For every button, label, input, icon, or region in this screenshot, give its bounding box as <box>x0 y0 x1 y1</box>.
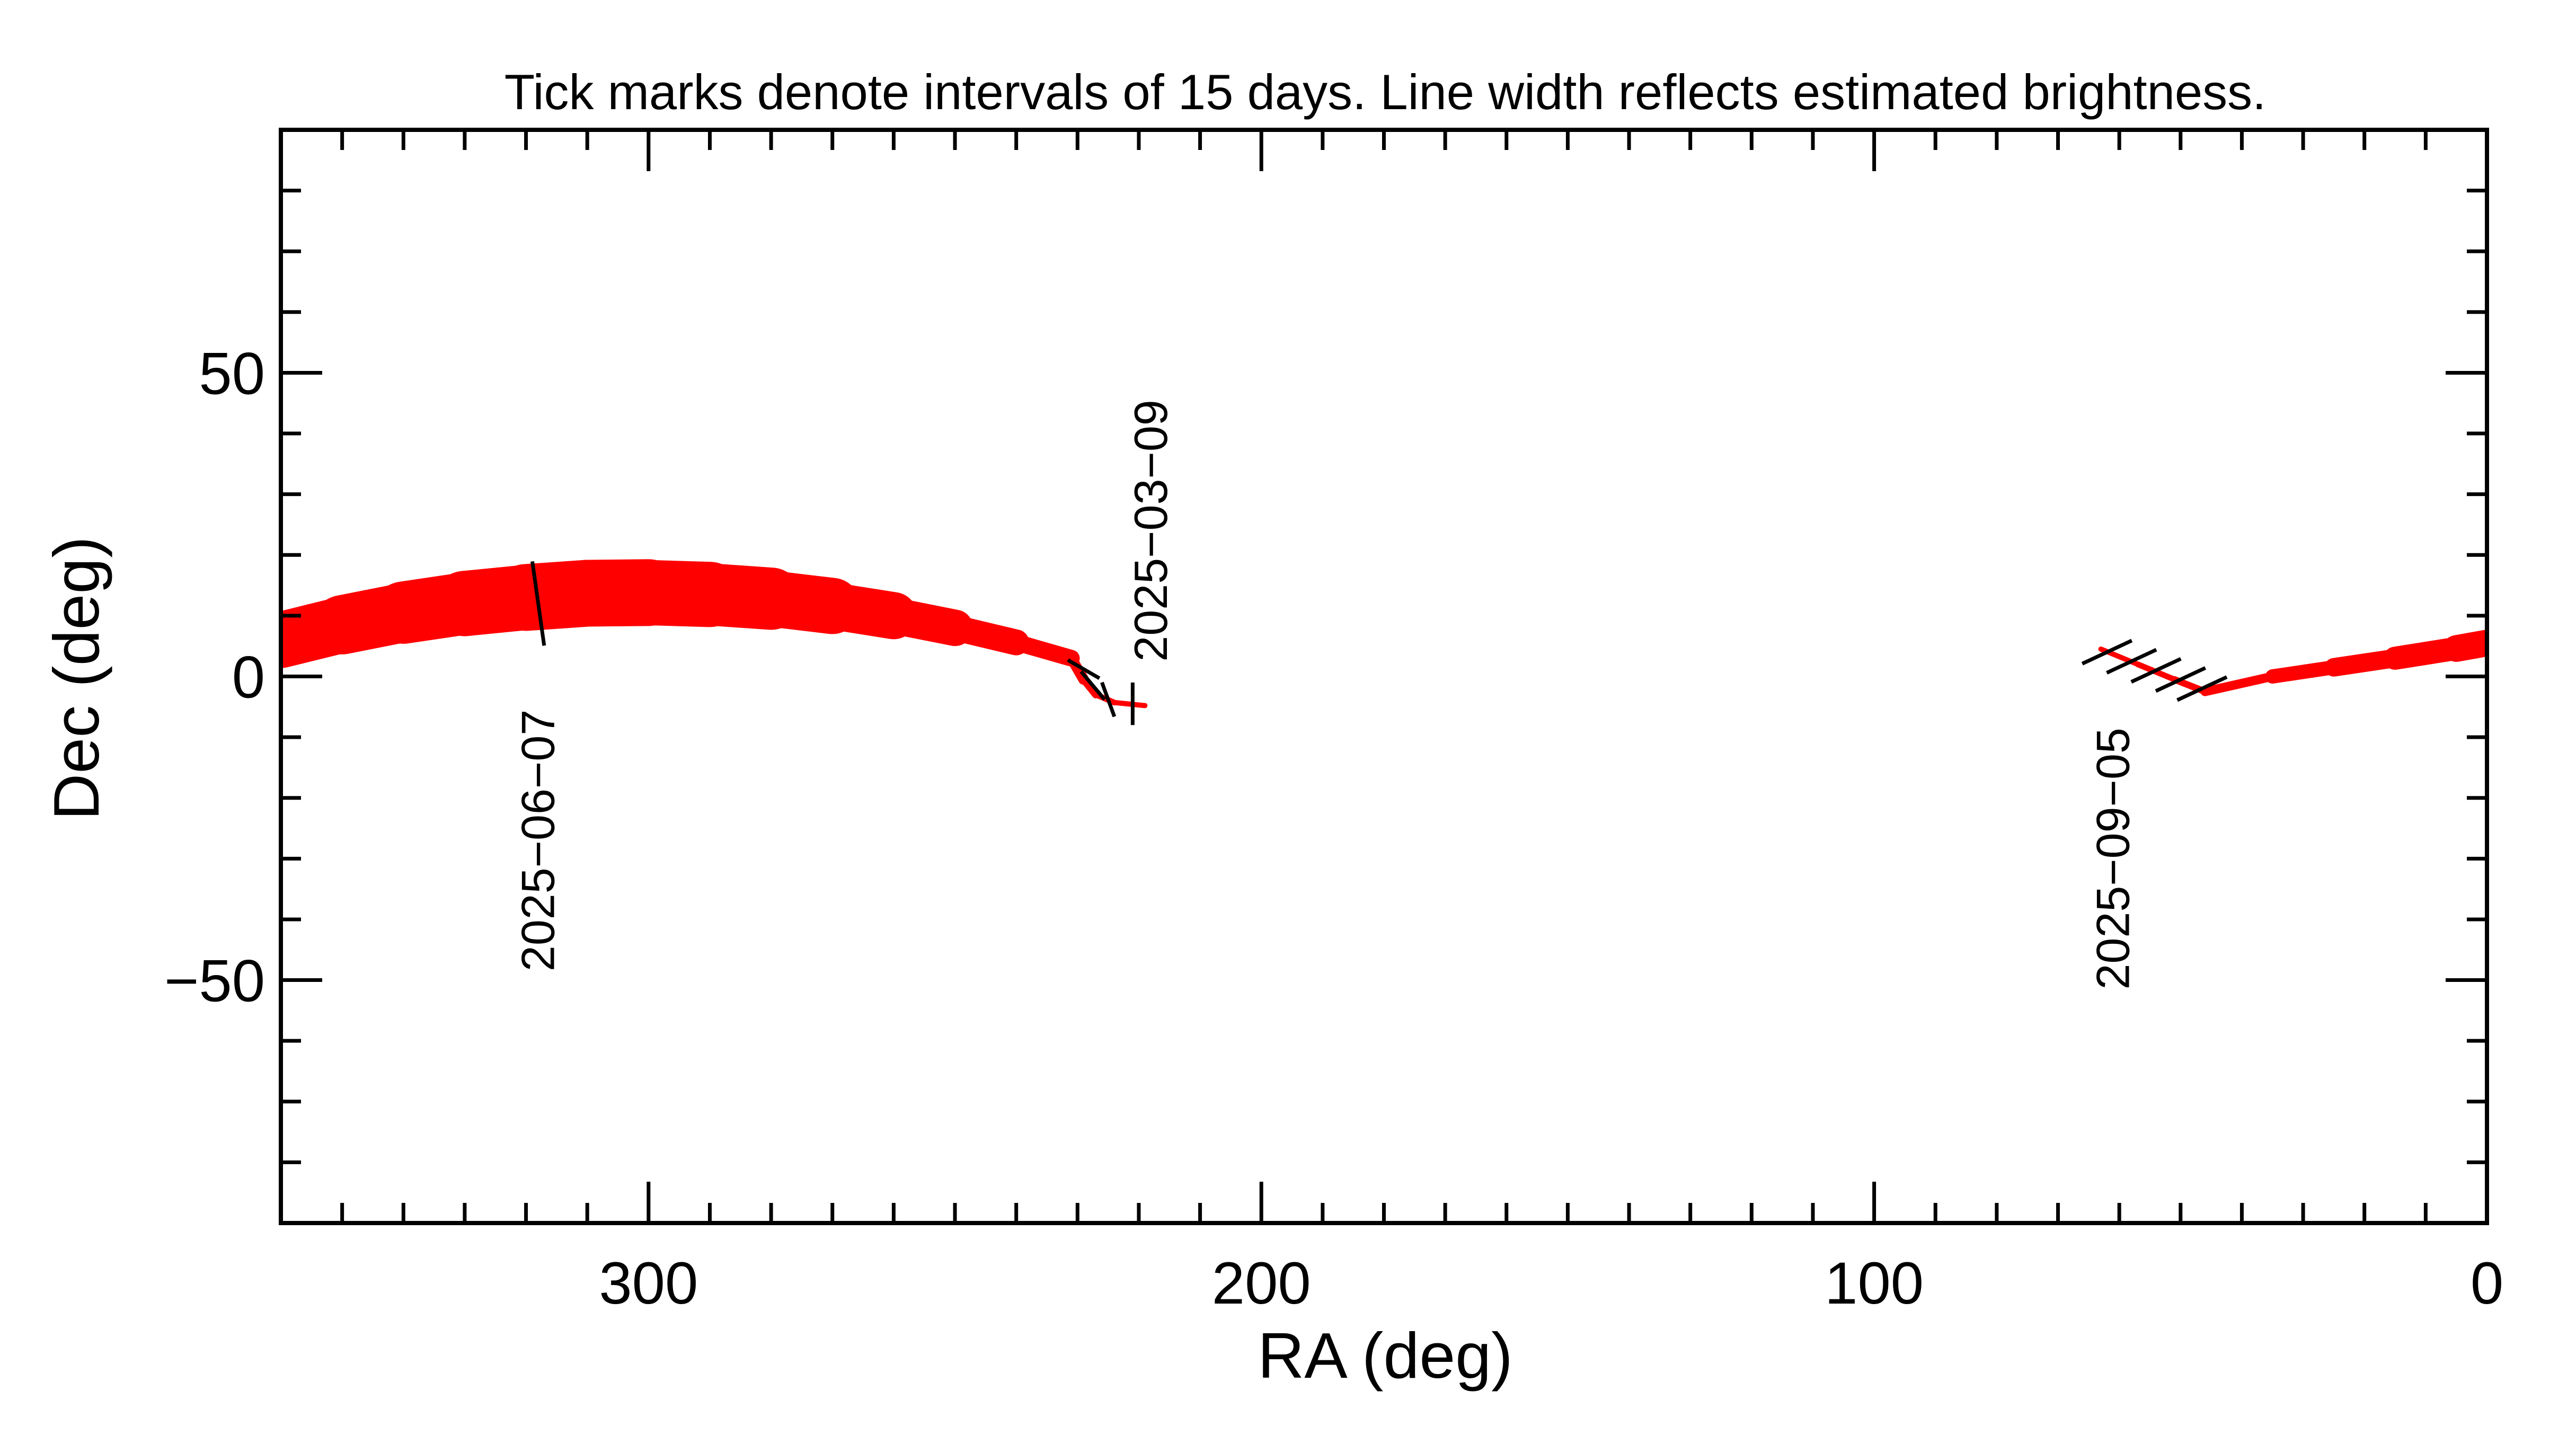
x-tick-label: 0 <box>2471 1250 2503 1316</box>
plot-content: 2025−06−07 2025−03−09 2025−09−05 <box>281 400 2487 989</box>
interval-tick-mark <box>1067 658 1101 680</box>
track-segment <box>2200 671 2277 696</box>
interval-tick-mark <box>1079 670 1106 701</box>
date-annotation: 2025−06−07 <box>512 710 564 971</box>
x-tick-label: 300 <box>599 1250 698 1316</box>
axis-tick-labels: 300 200 100 0 50 0 −50 <box>164 340 2503 1316</box>
track-segment <box>1007 634 1080 667</box>
y-tick-label: 50 <box>199 340 265 406</box>
interval-tick-mark <box>530 561 546 646</box>
track-segment <box>1079 676 1100 699</box>
y-tick-label: −50 <box>164 948 265 1014</box>
axis-ticks <box>279 128 2489 1225</box>
date-annotation: 2025−09−05 <box>2087 728 2139 989</box>
interval-tick-mark <box>2176 675 2228 702</box>
interval-tick-mark <box>2081 639 2133 666</box>
plot-frame <box>279 128 2489 1225</box>
interval-tick-mark <box>2106 648 2157 675</box>
track-group <box>281 559 2487 725</box>
x-tick-label: 100 <box>1825 1250 1924 1316</box>
track-segment <box>2265 660 2341 684</box>
x-axis-label: RA (deg) <box>1258 1319 1512 1392</box>
interval-tick-mark <box>2130 657 2182 684</box>
y-axis-label: Dec (deg) <box>40 536 112 820</box>
interval-tick-mark <box>1100 681 1117 718</box>
track-segment <box>1111 699 1148 708</box>
date-annotation: 2025−03−09 <box>1125 400 1177 661</box>
interval-tick-mark <box>2155 666 2207 693</box>
chart-title: Tick marks denote intervals of 15 days. … <box>504 64 2267 120</box>
track-segment <box>2442 630 2487 662</box>
x-tick-label: 200 <box>1212 1250 1311 1316</box>
track-segment <box>942 615 1030 656</box>
y-tick-label: 0 <box>232 644 265 711</box>
